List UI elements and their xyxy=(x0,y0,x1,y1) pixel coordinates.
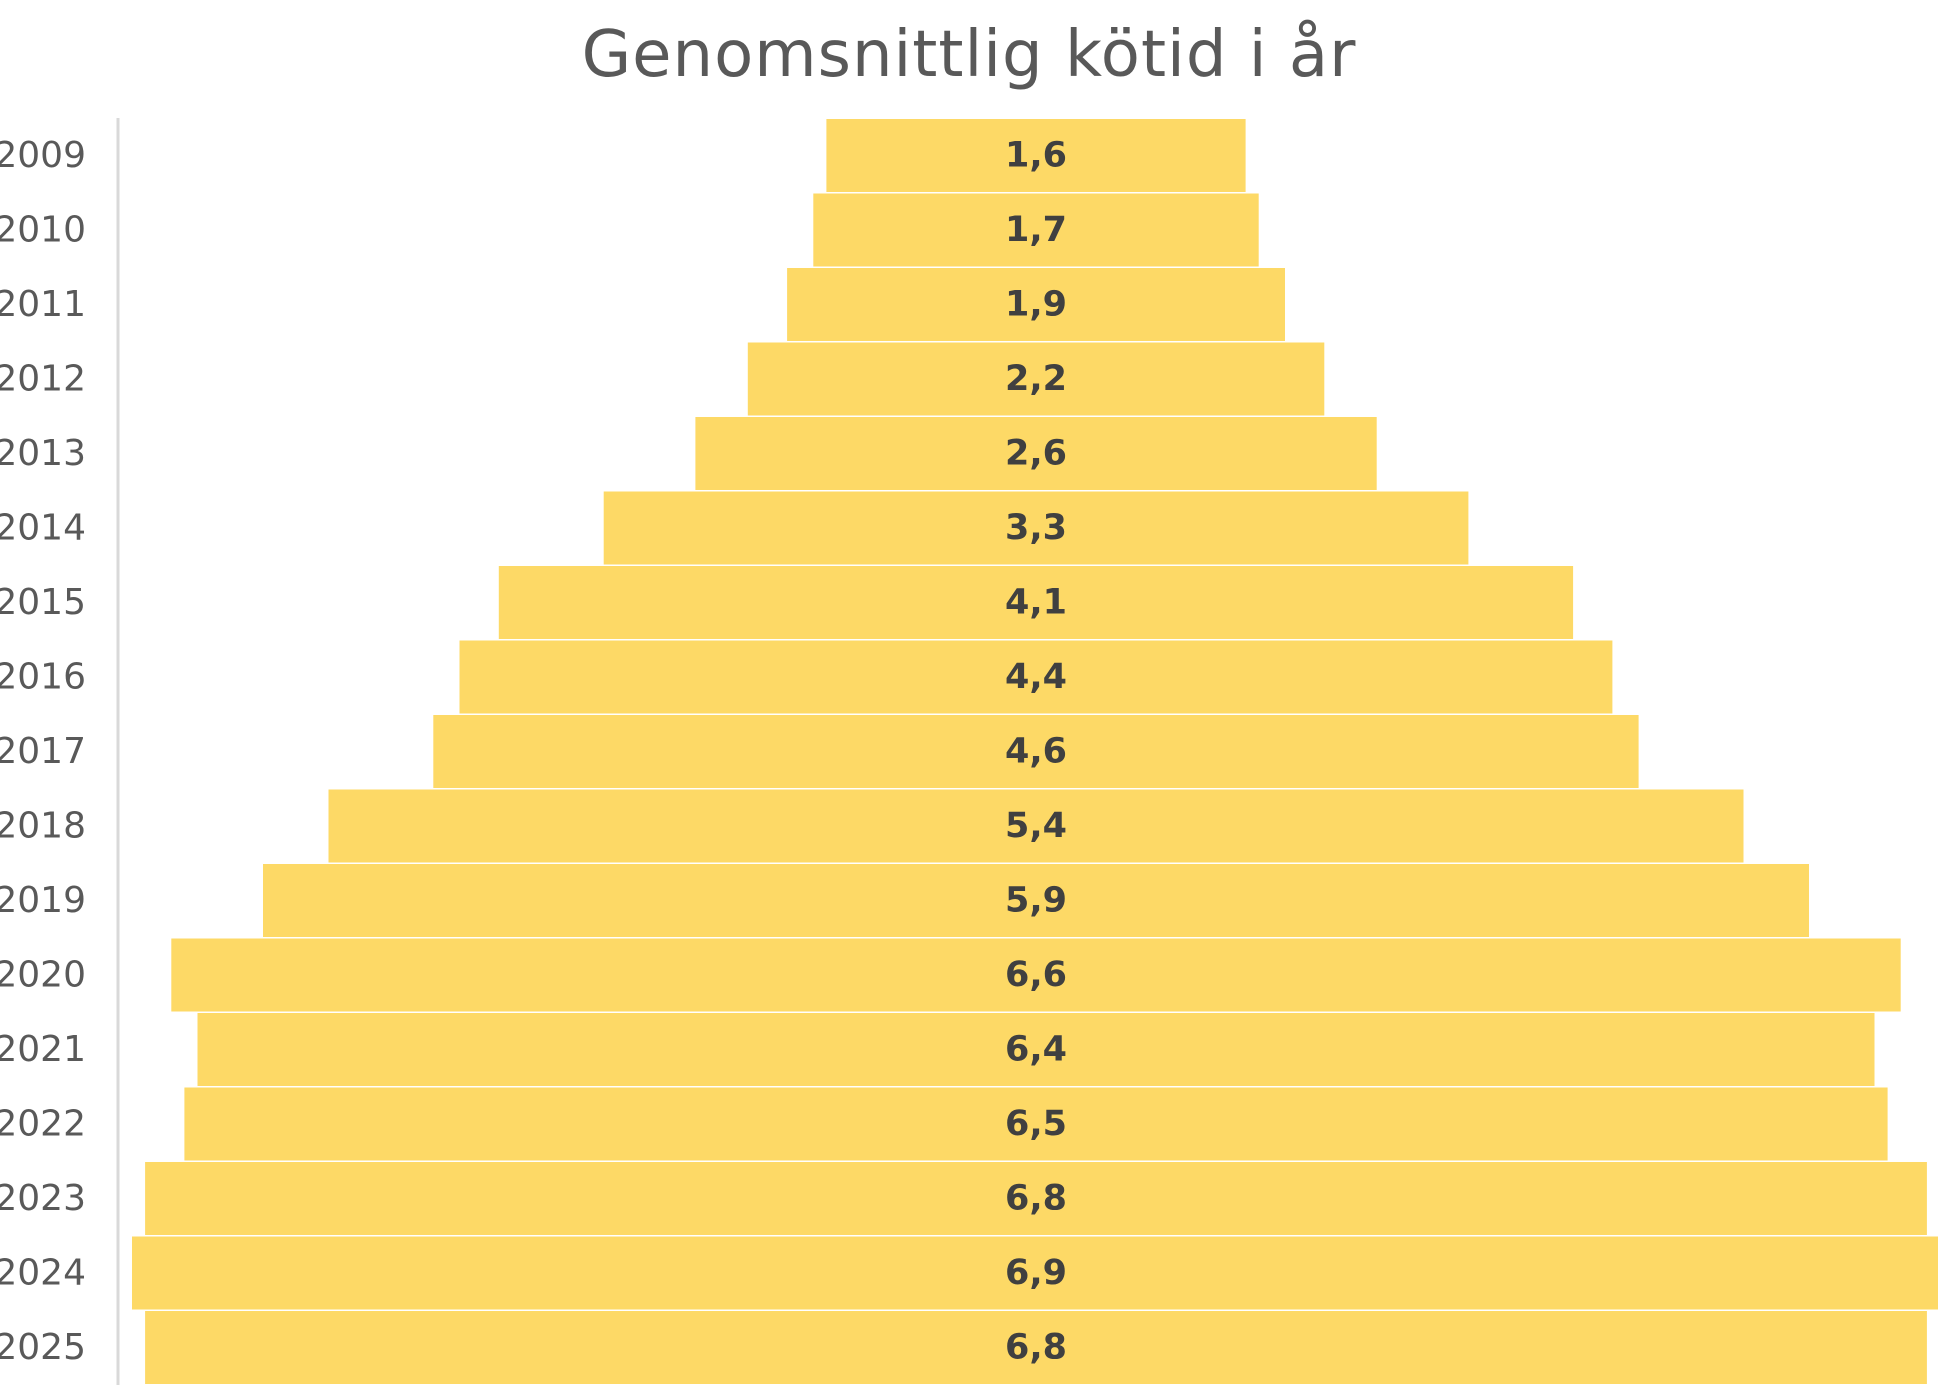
bar-2022 xyxy=(184,1087,1888,1161)
bar-2015 xyxy=(498,566,1574,639)
bar-2023 xyxy=(145,1162,1927,1235)
labels-layer: 1,6 2009 1,7 2010 1,9 2011 2,2 2012 2,6 2013 3,3 20… xyxy=(0,135,1067,1368)
category-label-2017: 2017 xyxy=(0,731,86,772)
bar-value-label-2018: 5,4 xyxy=(1005,806,1067,846)
bar-value-label-2012: 2,2 xyxy=(1005,359,1067,399)
bar-value-label-2020: 6,6 xyxy=(1005,955,1067,995)
category-label-2014: 2014 xyxy=(0,508,86,549)
bars-layer xyxy=(132,119,1938,1384)
bar-value-label-2014: 3,3 xyxy=(1005,508,1067,548)
bar-2025 xyxy=(145,1311,1927,1384)
category-label-2025: 2025 xyxy=(0,1327,86,1368)
category-label-2009: 2009 xyxy=(0,135,86,176)
bar-value-label-2022: 6,5 xyxy=(1005,1104,1067,1144)
category-label-2020: 2020 xyxy=(0,955,86,996)
bar-2021 xyxy=(197,1013,1875,1086)
category-label-2018: 2018 xyxy=(0,806,86,847)
category-label-2016: 2016 xyxy=(0,657,86,698)
bar-2020 xyxy=(171,938,1901,1012)
bar-value-label-2021: 6,4 xyxy=(1005,1030,1067,1070)
category-label-2010: 2010 xyxy=(0,210,86,251)
bar-2009 xyxy=(826,119,1246,192)
category-label-2023: 2023 xyxy=(0,1178,86,1219)
bar-value-label-2009: 1,6 xyxy=(1005,136,1067,176)
bar-value-label-2011: 1,9 xyxy=(1005,285,1067,325)
bar-2011 xyxy=(787,268,1285,341)
bar-value-label-2025: 6,8 xyxy=(1005,1328,1067,1368)
bar-value-label-2015: 4,1 xyxy=(1005,583,1067,623)
category-label-2013: 2013 xyxy=(0,433,86,474)
bar-value-label-2019: 5,9 xyxy=(1005,881,1067,921)
bar-2018 xyxy=(328,789,1744,863)
category-label-2012: 2012 xyxy=(0,359,86,400)
bar-2017 xyxy=(433,715,1639,788)
bar-value-label-2024: 6,9 xyxy=(1005,1253,1067,1293)
bar-2014 xyxy=(603,491,1469,565)
bar-2019 xyxy=(263,864,1809,937)
category-label-2015: 2015 xyxy=(0,582,86,623)
bar-value-label-2017: 4,6 xyxy=(1005,732,1067,772)
bar-value-label-2010: 1,7 xyxy=(1005,210,1067,250)
category-label-2022: 2022 xyxy=(0,1104,86,1145)
category-label-2011: 2011 xyxy=(0,284,86,325)
category-label-2024: 2024 xyxy=(0,1253,86,1294)
bar-2016 xyxy=(459,640,1613,714)
bar-2012 xyxy=(747,342,1325,416)
bar-value-label-2013: 2,6 xyxy=(1005,434,1067,474)
bar-2024 xyxy=(132,1236,1938,1310)
bar-2010 xyxy=(813,193,1259,267)
bar-2013 xyxy=(695,417,1377,490)
category-label-2019: 2019 xyxy=(0,880,86,921)
bar-value-label-2016: 4,4 xyxy=(1005,657,1067,697)
chart-title: Genomsnittlig kötid i år xyxy=(581,18,1357,92)
category-label-2021: 2021 xyxy=(0,1029,86,1070)
bar-value-label-2023: 6,8 xyxy=(1005,1179,1067,1219)
